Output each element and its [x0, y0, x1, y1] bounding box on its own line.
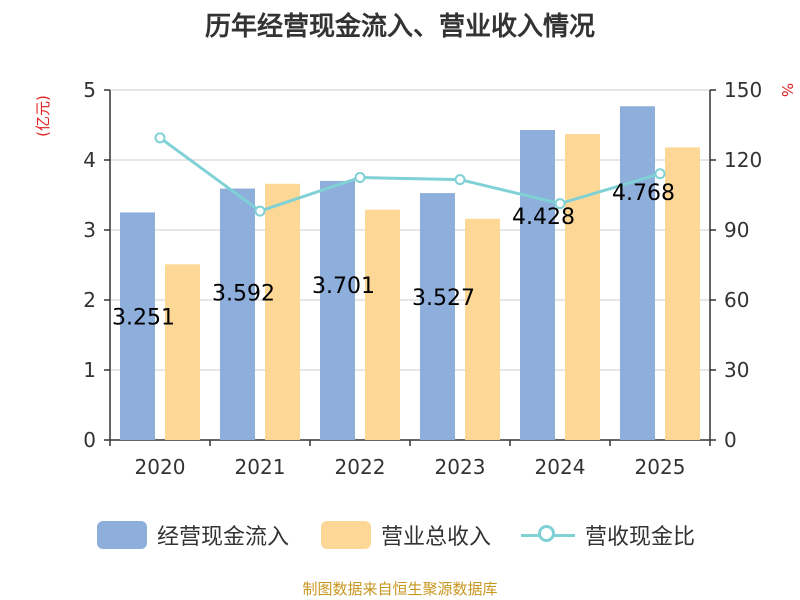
x-tick-label: 2025 [635, 455, 686, 479]
bar-revenue [465, 218, 500, 440]
chart-legend: 经营现金流入 营业总收入 营收现金比 [0, 518, 800, 552]
point-ratio [454, 174, 466, 186]
y-right-tick-label: 90 [724, 218, 749, 242]
legend-label-ratio: 营收现金比 [585, 525, 696, 550]
bar-cash-inflow [420, 193, 455, 440]
bar-cash-inflow [120, 212, 155, 440]
y-left-tick-label: 2 [83, 288, 96, 312]
legend-swatch-cash-inflow [97, 521, 147, 549]
y-right-tick-label: 0 [724, 428, 737, 452]
bar-cash-inflow [320, 180, 355, 440]
point-ratio [354, 172, 366, 183]
x-tick-label: 2024 [535, 455, 586, 479]
data-label-cash-inflow: 3.592 [212, 282, 275, 307]
data-label-cash-inflow: 3.701 [312, 274, 375, 299]
data-label-cash-inflow: 4.428 [512, 205, 575, 230]
y-right-tick-label: 60 [724, 288, 749, 312]
legend-swatch-ratio [521, 521, 575, 549]
x-tick-label: 2023 [435, 455, 486, 479]
y-left-tick-label: 0 [83, 428, 96, 452]
y-left-tick-label: 5 [83, 78, 96, 102]
line-ratio [159, 136, 661, 213]
legend-item-cash-inflow[interactable]: 经营现金流入 [97, 518, 289, 552]
y-right-tick-label: 120 [724, 148, 762, 172]
bar-cash-inflow [620, 106, 655, 441]
point-ratio [154, 132, 166, 144]
y-left-axis-label: (亿元) [34, 95, 52, 137]
data-label-cash-inflow: 4.768 [612, 181, 675, 206]
y-right-tick-label: 150 [724, 78, 762, 102]
legend-label-revenue: 营业总收入 [381, 525, 492, 550]
data-label-cash-inflow: 3.251 [112, 305, 175, 330]
legend-label-cash-inflow: 经营现金流入 [157, 525, 290, 550]
bar-revenue [265, 183, 300, 441]
data-source-note: 制图数据来自恒生聚源数据库 [302, 580, 498, 598]
point-ratio [254, 205, 266, 217]
bar-cash-inflow [520, 130, 555, 441]
bar-revenue [165, 264, 200, 440]
bar-cash-inflow [220, 188, 255, 440]
bar-revenue [665, 147, 700, 440]
y-left-tick-label: 4 [83, 148, 96, 172]
x-tick-label: 2020 [135, 455, 186, 479]
point-ratio [554, 198, 566, 210]
legend-item-ratio[interactable]: 营收现金比 [521, 518, 695, 552]
y-left-tick-label: 1 [83, 358, 96, 382]
bar-revenue [565, 134, 600, 440]
legend-swatch-revenue [321, 521, 371, 549]
data-label-cash-inflow: 3.527 [412, 286, 475, 311]
y-left-tick-label: 3 [83, 218, 96, 242]
x-tick-label: 2021 [235, 455, 286, 479]
point-ratio [654, 168, 666, 180]
y-right-axis-label: % [778, 83, 796, 97]
x-tick-label: 2022 [335, 455, 386, 479]
legend-item-revenue[interactable]: 营业总收入 [321, 518, 491, 552]
y-right-tick-label: 30 [724, 358, 749, 382]
bar-revenue [365, 209, 400, 440]
chart-title: 历年经营现金流入、营业收入情况 [204, 12, 595, 42]
